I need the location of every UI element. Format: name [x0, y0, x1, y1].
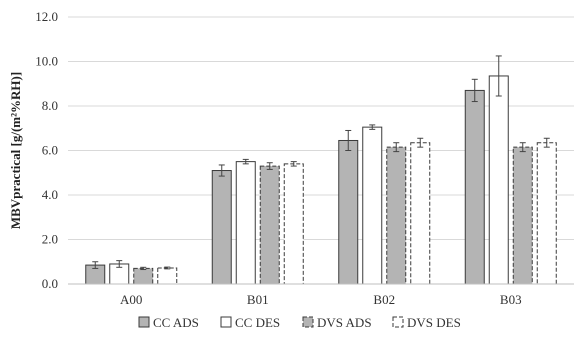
legend-item: CC ADS	[138, 315, 199, 330]
category-label: A00	[120, 292, 142, 307]
bar	[536, 142, 557, 285]
y-tick-label: 6.0	[42, 143, 58, 158]
bar	[157, 267, 178, 285]
legend-label: CC ADS	[153, 315, 199, 330]
bar	[386, 146, 407, 285]
y-tick-label: 12.0	[35, 9, 58, 24]
bar	[211, 170, 232, 285]
y-tick-label: 0.0	[42, 276, 58, 291]
legend-label: DVS DES	[407, 315, 461, 330]
legend-item: CC DES	[220, 315, 280, 330]
bar	[338, 139, 359, 285]
bar	[488, 75, 509, 285]
category-labels: A00 B01 B02 B03	[120, 292, 522, 307]
legend-item: DVS ADS	[302, 315, 372, 330]
bar	[464, 89, 485, 285]
bar	[410, 142, 431, 285]
y-tick-label: 4.0	[42, 187, 58, 202]
bar	[235, 161, 256, 285]
legend-swatch	[220, 316, 232, 328]
category-label: B03	[500, 292, 522, 307]
legend-item: DVS DES	[392, 315, 461, 330]
category-label: B02	[373, 292, 395, 307]
legend-label: CC DES	[235, 315, 280, 330]
legend-swatch	[392, 316, 404, 328]
category-label: B01	[247, 292, 269, 307]
bars	[85, 75, 557, 285]
y-tick-label: 8.0	[42, 98, 58, 113]
y-tick-label: 10.0	[35, 54, 58, 69]
bar	[512, 146, 533, 285]
bar	[283, 163, 304, 285]
y-axis-title: MBVpractical [g/(m²%RH)]	[8, 72, 23, 229]
legend-swatch	[138, 316, 150, 328]
bar	[259, 165, 280, 285]
legend-label: DVS ADS	[317, 315, 372, 330]
y-tick-label: 2.0	[42, 232, 58, 247]
y-tick-labels: 0.0 2.0 4.0 6.0 8.0 10.0 12.0	[35, 9, 58, 291]
bar	[362, 126, 383, 285]
legend-swatch	[302, 316, 314, 328]
legend: CC ADS CC DES DVS ADS DVS DES	[138, 315, 461, 330]
error-bars	[92, 55, 550, 271]
bar	[133, 267, 154, 285]
